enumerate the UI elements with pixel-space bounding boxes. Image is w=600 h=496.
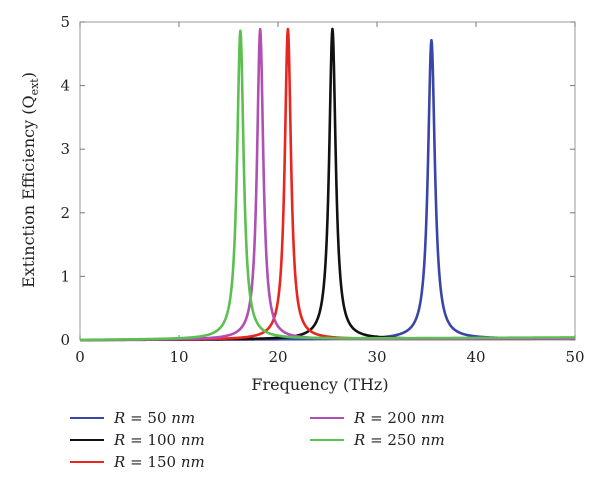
legend-label-value: = 150	[125, 453, 181, 471]
x-tick-label: 20	[268, 348, 287, 366]
legend-label: R = 150 nm	[114, 453, 205, 471]
legend-item: R = 100 nm	[70, 430, 205, 450]
y-tick-label: 0	[60, 331, 70, 349]
legend-label-unit: nm	[171, 409, 196, 427]
legend-label-value: = 100	[125, 431, 181, 449]
legend-label: R = 250 nm	[354, 431, 445, 449]
legend-label-unit: nm	[420, 431, 445, 449]
x-axis-ticks: 0 10 20 30 40 50	[75, 22, 585, 366]
legend-label-unit: nm	[180, 453, 205, 471]
legend-label-var: R	[114, 453, 126, 471]
y-tick-label: 2	[60, 204, 70, 222]
legend-label-value: = 200	[365, 409, 421, 427]
legend: R = 50 nm R = 100 nm R = 150 nm R = 200 nm R…	[70, 408, 510, 480]
y-tick-label: 5	[60, 13, 70, 31]
y-tick-label: 4	[60, 77, 70, 95]
x-tick-label: 40	[466, 348, 485, 366]
legend-label-unit: nm	[180, 431, 205, 449]
legend-swatch	[70, 417, 104, 419]
series-lines	[79, 27, 576, 342]
x-tick-label: 0	[75, 348, 85, 366]
legend-item: R = 150 nm	[70, 452, 205, 472]
legend-label: R = 100 nm	[114, 431, 205, 449]
y-axis-label-close: )	[19, 72, 38, 78]
x-tick-label: 50	[565, 348, 584, 366]
legend-label-var: R	[354, 431, 366, 449]
y-axis-label-sub: ext	[28, 78, 41, 96]
chart: 0 10 20 30 40 50 0 1 2 3 4 5 Frequency (THz) Extin…	[19, 13, 585, 394]
legend-label-var: R	[114, 409, 126, 427]
legend-swatch	[70, 439, 104, 441]
legend-label-value: = 50	[125, 409, 172, 427]
series-line-1	[79, 27, 576, 342]
y-tick-label: 1	[60, 267, 70, 285]
legend-item: R = 250 nm	[310, 430, 445, 450]
y-axis-label: Extinction Efficiency (Qext)	[19, 72, 41, 288]
y-axis-label-main: Extinction Efficiency (Q	[19, 95, 38, 288]
legend-swatch	[70, 461, 104, 463]
legend-label: R = 50 nm	[114, 409, 195, 427]
legend-label-var: R	[354, 409, 366, 427]
series-line-4	[79, 29, 576, 342]
y-tick-label: 3	[60, 140, 70, 158]
x-tick-label: 10	[169, 348, 188, 366]
legend-label: R = 200 nm	[354, 409, 445, 427]
x-axis-label: Frequency (THz)	[251, 375, 388, 394]
legend-label-value: = 250	[365, 431, 421, 449]
legend-label-var: R	[114, 431, 126, 449]
legend-item: R = 50 nm	[70, 408, 195, 428]
y-axis-ticks: 0 1 2 3 4 5	[60, 13, 575, 349]
legend-swatch	[310, 439, 344, 441]
legend-item: R = 200 nm	[310, 408, 445, 428]
x-tick-label: 30	[367, 348, 386, 366]
legend-label-unit: nm	[420, 409, 445, 427]
legend-swatch	[310, 417, 344, 419]
